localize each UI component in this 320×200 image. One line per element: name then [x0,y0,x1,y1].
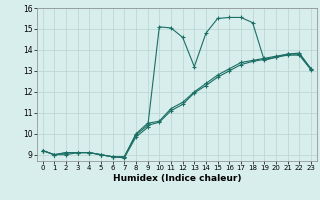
X-axis label: Humidex (Indice chaleur): Humidex (Indice chaleur) [113,174,241,183]
